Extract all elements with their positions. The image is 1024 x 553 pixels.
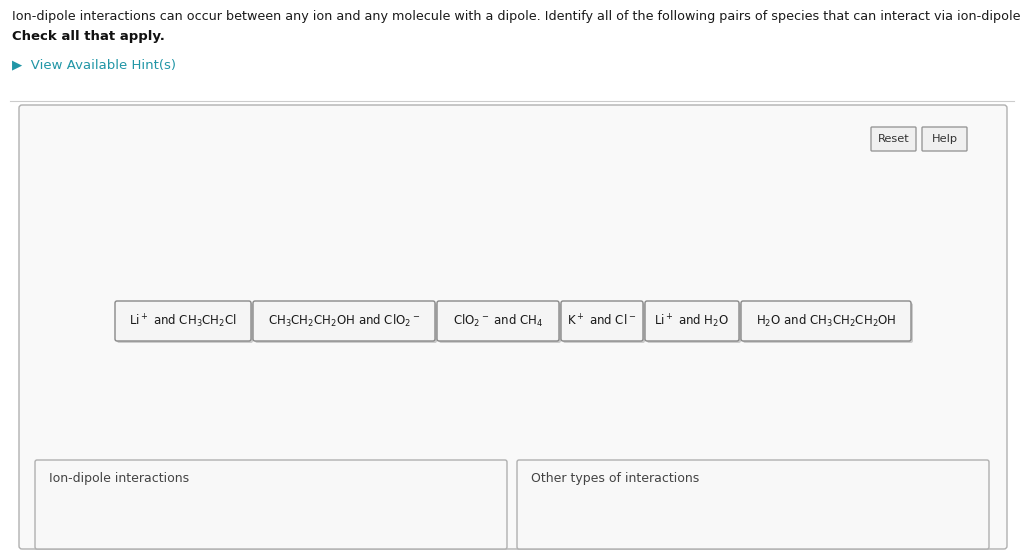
Text: Li$^+$ and CH$_3$CH$_2$Cl: Li$^+$ and CH$_3$CH$_2$Cl — [129, 312, 237, 330]
FancyBboxPatch shape — [563, 303, 645, 343]
FancyBboxPatch shape — [871, 127, 916, 151]
FancyBboxPatch shape — [647, 303, 741, 343]
FancyBboxPatch shape — [517, 460, 989, 549]
Text: CH$_3$CH$_2$CH$_2$OH and ClO$_2$$^-$: CH$_3$CH$_2$CH$_2$OH and ClO$_2$$^-$ — [268, 313, 420, 329]
FancyBboxPatch shape — [922, 127, 967, 151]
Text: H$_2$O and CH$_3$CH$_2$CH$_2$OH: H$_2$O and CH$_3$CH$_2$CH$_2$OH — [756, 313, 896, 329]
Text: Ion-dipole interactions: Ion-dipole interactions — [49, 472, 189, 485]
FancyBboxPatch shape — [743, 303, 913, 343]
FancyBboxPatch shape — [561, 301, 643, 341]
FancyBboxPatch shape — [255, 303, 437, 343]
Text: Check all that apply.: Check all that apply. — [12, 30, 165, 43]
FancyBboxPatch shape — [115, 301, 251, 341]
FancyBboxPatch shape — [741, 301, 911, 341]
FancyBboxPatch shape — [253, 301, 435, 341]
Text: Ion-dipole interactions can occur between any ion and any molecule with a dipole: Ion-dipole interactions can occur betwee… — [12, 10, 1024, 23]
FancyBboxPatch shape — [437, 301, 559, 341]
FancyBboxPatch shape — [35, 460, 507, 549]
Text: Li$^+$ and H$_2$O: Li$^+$ and H$_2$O — [654, 312, 729, 330]
FancyBboxPatch shape — [645, 301, 739, 341]
Text: K$^+$ and Cl$^-$: K$^+$ and Cl$^-$ — [567, 314, 637, 328]
Text: Other types of interactions: Other types of interactions — [531, 472, 699, 485]
Text: Help: Help — [932, 134, 957, 144]
FancyBboxPatch shape — [19, 105, 1007, 549]
FancyBboxPatch shape — [117, 303, 253, 343]
FancyBboxPatch shape — [439, 303, 561, 343]
Text: ▶  View Available Hint(s): ▶ View Available Hint(s) — [12, 58, 176, 71]
Text: Reset: Reset — [878, 134, 909, 144]
Text: ClO$_2$$^-$ and CH$_4$: ClO$_2$$^-$ and CH$_4$ — [453, 313, 544, 329]
